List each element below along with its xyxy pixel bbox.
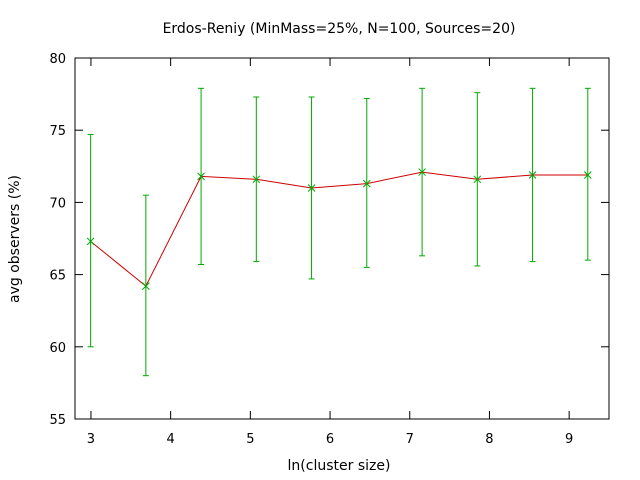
y-tick-label: 70 (49, 196, 66, 211)
data-point (307, 184, 316, 192)
series-group (86, 87, 592, 377)
x-tick-label: 5 (246, 432, 254, 447)
data-point (142, 282, 150, 291)
x-tick-label: 9 (565, 432, 573, 447)
data-point (528, 171, 537, 179)
y-tick-label: 65 (49, 269, 66, 284)
y-tick-label: 75 (49, 124, 66, 139)
data-point (252, 175, 261, 184)
x-tick-label: 3 (87, 432, 95, 447)
data-point (362, 179, 371, 188)
data-point (86, 237, 95, 246)
data-point (473, 175, 482, 184)
y-axis-label: avg observers (%) (7, 175, 23, 303)
chart-title: Erdos-Reniy (MinMass=25%, N=100, Sources… (163, 21, 516, 37)
x-tick-label: 8 (485, 432, 493, 447)
data-point (583, 171, 592, 179)
x-tick-label: 6 (326, 432, 334, 447)
x-tick-label: 4 (167, 432, 175, 447)
tick-group: 55 60 65 70 75 80 3 4 5 6 7 8 9 (49, 52, 609, 447)
x-axis-label: ln(cluster size) (288, 458, 391, 474)
plot-frame (74, 57, 610, 420)
series-line (90, 171, 588, 287)
y-tick-label: 80 (49, 52, 66, 67)
y-tick-label: 55 (49, 413, 66, 428)
data-point (418, 168, 426, 176)
x-tick-label: 7 (406, 432, 414, 447)
y-tick-label: 60 (49, 341, 66, 356)
data-point (197, 172, 205, 181)
